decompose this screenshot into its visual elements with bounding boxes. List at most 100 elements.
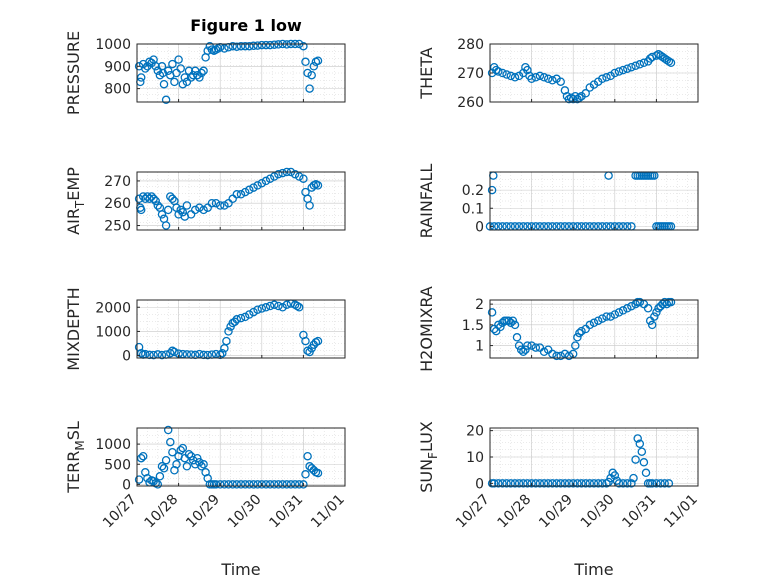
data-point <box>168 194 177 204</box>
y-tick-label: 2 <box>475 297 484 313</box>
data-point <box>527 479 536 488</box>
data-point <box>236 313 246 323</box>
y-tick-label: 1000 <box>95 324 131 340</box>
data-point <box>498 68 507 78</box>
x-tick-label: 10/28 <box>142 492 182 532</box>
data-point <box>240 187 250 197</box>
data-point <box>548 479 557 488</box>
axes-box <box>136 299 346 359</box>
y-tick-label: 250 <box>104 219 131 235</box>
data-point <box>136 348 146 358</box>
data-point <box>606 312 615 321</box>
data-point <box>531 73 541 82</box>
y-tick-label: 260 <box>104 196 131 212</box>
data-point <box>151 62 160 71</box>
data-point <box>236 190 246 199</box>
data-point <box>313 468 323 478</box>
data-point <box>307 464 316 473</box>
data-point <box>494 67 503 76</box>
data-point <box>523 479 532 488</box>
data-point <box>506 318 516 328</box>
data-point <box>274 301 283 311</box>
data-point <box>566 93 576 102</box>
data-point <box>232 315 242 324</box>
x-tick-label: 10/29 <box>183 492 223 532</box>
y-tick-label: 270 <box>104 174 131 190</box>
data-point <box>629 473 638 483</box>
data-point <box>163 425 173 435</box>
data-point <box>274 169 283 179</box>
data-point <box>138 451 148 461</box>
data-point <box>197 68 206 78</box>
data-point <box>270 172 279 181</box>
subplot-terr_msl: 0 500 1000 10/27 10/28 10/29 10/30 10/31 11/01 TE… <box>64 421 348 579</box>
y-tick-label: 800 <box>104 82 131 98</box>
data-point <box>299 174 308 183</box>
subplot-mixdepth: 0 1000 2000 MIXDEPTH <box>64 287 346 371</box>
x-tick-label: 10/30 <box>578 492 618 532</box>
data-point <box>176 205 185 215</box>
data-point <box>166 437 175 447</box>
data-point <box>631 455 640 464</box>
x-tick-label: 10/28 <box>495 492 535 532</box>
axes-box <box>136 171 346 231</box>
data-point <box>510 479 520 488</box>
data-point <box>660 479 669 488</box>
data-point <box>568 479 578 488</box>
data-point <box>176 445 185 455</box>
data-point <box>174 55 183 64</box>
data-point <box>220 480 229 489</box>
data-point <box>535 71 545 81</box>
data-point <box>313 336 323 346</box>
data-point <box>313 181 323 190</box>
y-tick-label: 0 <box>122 477 131 493</box>
data-point <box>203 46 212 55</box>
axes-box <box>489 171 699 231</box>
x-tick-label: 11/01 <box>308 492 348 532</box>
data-point <box>589 479 599 488</box>
data-point <box>153 201 163 210</box>
x-axis-label: Time <box>573 560 613 579</box>
data-point <box>159 79 169 89</box>
data-point <box>523 341 532 350</box>
data-point <box>215 480 225 489</box>
data-point <box>606 71 615 81</box>
data-point <box>652 51 661 60</box>
y-tick-label: 10 <box>466 450 484 466</box>
y-tick-label: 2000 <box>95 300 131 316</box>
data-point <box>136 205 146 215</box>
data-point <box>151 196 160 206</box>
data-point <box>257 40 267 50</box>
data-point <box>548 76 557 85</box>
data-point <box>134 475 144 484</box>
y-axis-label: SUNFLUX <box>417 421 440 493</box>
data-point <box>292 301 302 311</box>
x-tick-label: 10/27 <box>100 492 140 532</box>
data-point <box>560 86 570 95</box>
data-point <box>521 345 530 354</box>
data-point <box>172 460 181 469</box>
data-point <box>153 480 163 489</box>
data-point <box>506 479 516 488</box>
data-point <box>313 56 323 65</box>
data-point <box>527 341 536 350</box>
data-point <box>660 54 669 63</box>
data-point <box>604 171 613 180</box>
data-point <box>253 480 262 489</box>
data-point <box>253 41 262 50</box>
data-point <box>494 479 503 488</box>
data-point <box>602 479 611 488</box>
data-point <box>193 453 202 463</box>
y-axis-label: PRESSURE <box>64 31 83 115</box>
data-point <box>527 74 536 84</box>
data-point <box>647 479 657 488</box>
y-axis-label: H2OMIXRA <box>417 286 436 372</box>
data-point <box>203 350 212 360</box>
data-point <box>560 479 570 488</box>
data-point <box>245 480 254 489</box>
data-point <box>614 308 624 317</box>
data-point <box>199 460 208 469</box>
data-point <box>149 350 158 360</box>
data-point <box>230 317 240 327</box>
